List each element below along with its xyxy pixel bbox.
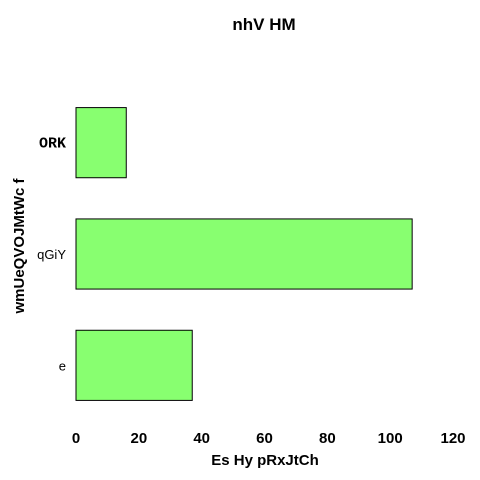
x-tick-label: 0: [72, 430, 80, 447]
y-tick-label: e: [59, 358, 66, 373]
x-tick-label: 80: [319, 430, 336, 447]
bars-group: [75, 107, 413, 401]
bar-qgiy: [75, 218, 413, 290]
x-tick-label: 100: [378, 430, 403, 447]
bar-e: [75, 329, 193, 401]
bar-ork: [75, 107, 127, 179]
x-tick-label: 60: [256, 430, 273, 447]
chart-title: nhV HM: [232, 15, 295, 34]
y-axis-label: wmUeQVOJMtWc f: [11, 177, 28, 314]
y-tick-label: qGiY: [37, 247, 66, 262]
y-tick-labels: ORK qGiY e: [37, 136, 66, 374]
x-tick-label: 20: [130, 430, 147, 447]
x-tick-label: 40: [193, 430, 210, 447]
y-tick-label: ORK: [39, 136, 66, 153]
x-tick-label: 120: [440, 430, 465, 447]
x-tick-labels: 0 20 40 60 80 100 120: [72, 430, 466, 447]
x-axis-label: Es Hy pRxJtCh: [211, 452, 319, 469]
